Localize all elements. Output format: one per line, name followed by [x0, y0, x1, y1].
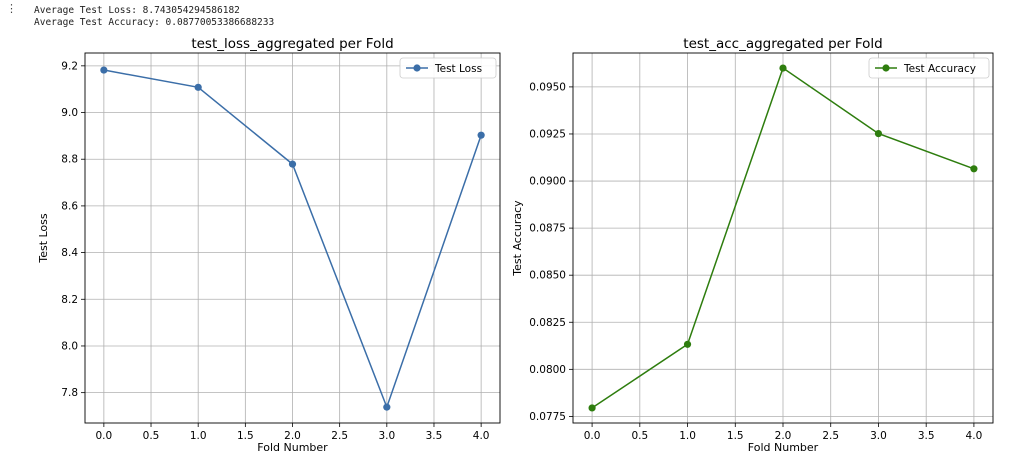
x-tick-label: 0.5 [143, 430, 160, 442]
average-test-accuracy-line: Average Test Accuracy: 0.087700533866882… [34, 16, 275, 28]
y-tick-label: 9.0 [61, 107, 78, 119]
x-tick-label: 2.5 [331, 430, 348, 442]
data-point [383, 403, 391, 411]
x-tick-label: 0.5 [631, 430, 648, 442]
x-tick-label: 1.5 [727, 430, 744, 442]
y-tick-label: 8.4 [61, 247, 78, 259]
y-tick-label: 0.0800 [529, 364, 566, 376]
x-tick-label: 0.0 [96, 430, 113, 442]
legend: Test Loss [399, 57, 497, 79]
y-tick-label: 7.8 [61, 387, 78, 399]
chart-title: test_acc_aggregated per Fold [683, 36, 882, 52]
more-vertical-icon[interactable]: ⋮ [6, 2, 17, 15]
y-tick-label: 8.0 [61, 340, 78, 352]
x-tick-label: 2.5 [822, 430, 839, 442]
y-axis-label: Test Loss [37, 213, 50, 264]
y-tick-label: 0.0775 [529, 411, 566, 423]
x-tick-label: 1.0 [190, 430, 207, 442]
x-tick-label: 4.0 [966, 430, 983, 442]
chart-title: test_loss_aggregated per Fold [191, 36, 393, 52]
x-tick-label: 4.0 [473, 430, 490, 442]
y-tick-label: 9.2 [61, 60, 78, 72]
x-axis-label: Fold Number [257, 441, 328, 454]
y-axis-label: Test Accuracy [511, 200, 524, 277]
legend-label: Test Accuracy [903, 63, 976, 75]
x-tick-label: 2.0 [284, 430, 301, 442]
y-tick-label: 0.0825 [529, 317, 566, 329]
x-tick-label: 3.0 [870, 430, 887, 442]
legend-box [399, 57, 497, 79]
y-tick-label: 0.0875 [529, 223, 566, 235]
data-point [874, 129, 883, 138]
data-point [100, 66, 108, 74]
y-tick-label: 8.6 [61, 200, 78, 212]
chart-test-accuracy: 0.0 0.5 1.0 1.5 2.0 2.5 3.0 3.5 4.0 0.0775 0.0800 0… [511, 36, 994, 454]
legend-label: Test Loss [434, 63, 482, 75]
x-tick-label: 3.5 [918, 430, 935, 442]
x-tick-label: 0.0 [584, 430, 601, 442]
data-point [288, 160, 297, 168]
legend-marker-swatch [882, 64, 890, 72]
data-point [779, 64, 787, 72]
y-tick-label: 0.0925 [529, 128, 566, 140]
y-tick-label: 8.2 [61, 294, 78, 306]
legend-box [868, 57, 990, 79]
x-axis-label: Fold Number [748, 441, 819, 454]
x-tick-label: 3.0 [378, 430, 395, 442]
data-point [588, 404, 596, 412]
stdout-log: Average Test Loss: 8.743054294586182 Aver… [34, 5, 274, 28]
y-tick-label: 0.0900 [529, 176, 566, 188]
data-point [194, 83, 202, 91]
y-tick-label: 8.8 [61, 154, 78, 166]
data-point [970, 165, 978, 173]
legend: Test Accuracy [868, 57, 990, 79]
y-tick-label: 0.0850 [529, 270, 566, 282]
y-tick-label: 0.0950 [529, 81, 566, 93]
chart-test-loss: 0.0 0.5 1.0 1.5 2.0 2.5 3.0 3.5 4.0 7.8 8.0 8.2 8.4 8… [37, 36, 501, 454]
x-tick-label: 2.0 [775, 430, 792, 442]
x-tick-label: 1.0 [679, 430, 696, 442]
data-point [683, 340, 692, 348]
x-tick-label: 1.5 [237, 430, 254, 442]
data-point [477, 131, 485, 139]
average-test-loss-line: Average Test Loss: 8.743054294586182 [34, 5, 240, 16]
x-tick-label: 3.5 [426, 430, 443, 442]
legend-marker-swatch [413, 64, 421, 72]
